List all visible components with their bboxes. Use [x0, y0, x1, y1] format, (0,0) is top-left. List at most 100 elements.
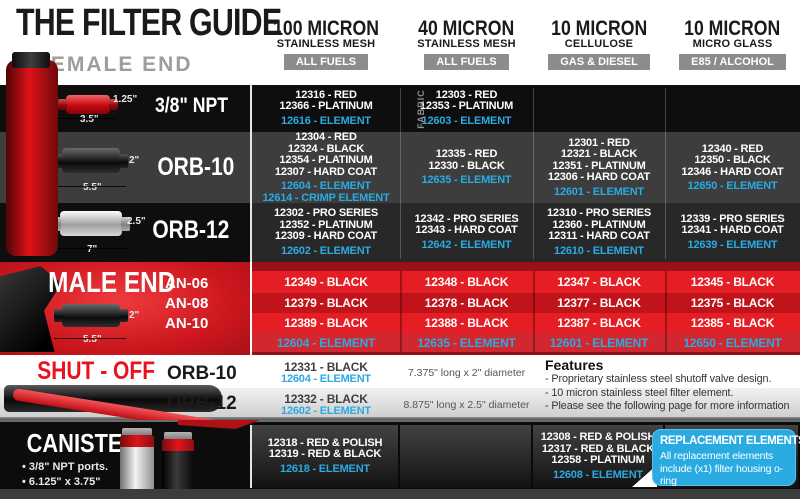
element-number: 12635 - ELEMENT	[417, 335, 516, 350]
element-number: 12603 - ELEMENT	[421, 114, 512, 127]
part-number: 12301 - RED	[568, 136, 630, 149]
dim-height: 2"	[129, 155, 140, 166]
row-label-orb12: ORB-12	[152, 216, 230, 244]
an-size-label: AN-10	[165, 315, 209, 332]
element-number: 12650 - ELEMENT	[683, 335, 782, 350]
dimension-note: 8.875" long x 2.5" diameter	[403, 399, 530, 411]
part-number: 12347 - BLACK	[557, 275, 641, 289]
label-column-divider	[250, 262, 252, 355]
female-end-label: FEMALE END	[36, 53, 193, 76]
orb10-filter-thumb	[62, 148, 120, 173]
part-cell: 12335 - RED 12330 - BLACK 12635 - ELEMEN…	[400, 132, 533, 204]
fuel-badge: E85 / ALCOHOL	[679, 54, 786, 70]
part-number: 12319 - RED & BLACK	[268, 448, 382, 461]
element-number: 12604 - ELEMENT	[281, 373, 371, 385]
part-number: 12343 - HARD COAT	[415, 224, 518, 237]
part-number: 12354 - PLATINUM	[279, 154, 373, 166]
an-size-label: AN-08	[165, 295, 209, 312]
canister-spec: • 6.125" x 3.75"	[22, 476, 101, 488]
shutoff-label: SHUT - OFF	[37, 357, 156, 385]
micron-label: 100 MICRON	[273, 17, 379, 40]
part-number: 12324 - BLACK	[287, 142, 365, 155]
part-number: 12332 - BLACK	[284, 392, 368, 406]
element-number: 12618 - ELEMENT	[280, 462, 370, 475]
male-end-label: MALE END	[48, 267, 176, 299]
replacement-elements-title: REPLACEMENT ELEMENTS	[660, 435, 800, 447]
column-divider	[665, 271, 667, 352]
dim-height: 1.25"	[113, 94, 138, 105]
part-cell: 12302 - PRO SERIES 12352 - PLATINUM 1230…	[252, 203, 400, 262]
dim-length: 7"	[87, 244, 98, 255]
fuel-badge: ALL FUELS	[424, 54, 509, 70]
dim-length: 5.5"	[83, 334, 102, 345]
row-label-npt: 3/8" NPT	[154, 94, 229, 117]
part-cell: 12342 - PRO SERIES 12343 - HARD COAT 126…	[400, 203, 533, 262]
element-number: 12601 - ELEMENT	[549, 335, 649, 350]
part-number: 12306 - HARD COAT	[547, 171, 651, 184]
element-number: 12602 - ELEMENT	[281, 405, 371, 417]
bottom-strip	[0, 489, 800, 499]
male-filter-thumb	[62, 304, 120, 327]
part-cell: 12318 - RED & POLISH 12319 - RED & BLACK…	[252, 425, 400, 488]
section-divider	[0, 417, 800, 420]
orb12-part-row: 12302 - PRO SERIES 12352 - PLATINUM 1230…	[252, 203, 800, 262]
part-number: 12377 - BLACK	[557, 296, 641, 310]
part-cell: 12310 - PRO SERIES 12360 - PLATINUM 1231…	[533, 203, 665, 262]
element-number: 12608 - ELEMENT	[553, 468, 643, 481]
fuel-badge: ALL FUELS	[283, 54, 369, 70]
male-element-row: 12604 - ELEMENT 12635 - ELEMENT 12601 - …	[252, 333, 800, 352]
part-number: 12387 - BLACK	[557, 316, 641, 330]
part-number: 12304 - RED	[295, 131, 357, 143]
part-number: 12358 - PLATINUM	[551, 454, 645, 466]
column-header-100-micron: 100 MICRON STAINLESS MESH ALL FUELS	[252, 18, 400, 70]
part-number: 12375 - BLACK	[690, 296, 775, 310]
male-end-section: MALE END AN-06 AN-08 AN-10 2" 5.5" 12349…	[0, 262, 800, 355]
part-cell-empty	[533, 85, 665, 132]
fabric-tag: FABRIC	[415, 88, 426, 129]
part-number: 12379 - BLACK	[284, 296, 368, 310]
orb10-row-band	[0, 132, 800, 203]
part-number: 12350 - BLACK	[694, 154, 771, 166]
part-number: 12378 - BLACK	[424, 296, 509, 310]
element-number: 12639 - ELEMENT	[687, 238, 778, 251]
section-divider	[0, 420, 800, 422]
dimension-note: 7.375" long x 2" diameter	[407, 367, 526, 379]
red-filter-photo	[6, 52, 58, 256]
part-cell-empty	[665, 85, 800, 132]
part-number: 12341 - HARD COAT	[681, 224, 784, 237]
part-number: 12353 - PLATINUM	[419, 100, 514, 113]
column-divider	[533, 88, 534, 259]
part-number: 12351 - PLATINUM	[552, 159, 646, 172]
part-number: 12388 - BLACK	[424, 316, 509, 330]
part-cell: 12340 - RED 12350 - BLACK 12346 - HARD C…	[665, 132, 800, 204]
orb12-filter-thumb	[60, 211, 122, 236]
an08-part-row: 12379 - BLACK 12378 - BLACK 12377 - BLAC…	[252, 293, 800, 313]
part-number: 12346 - HARD COAT	[681, 165, 784, 178]
column-header-10-micron-cellulose: 10 MICRON CELLULOSE GAS & DIESEL	[533, 18, 665, 70]
part-number: 12321 - BLACK	[560, 148, 638, 161]
row-label-orb10: ORB-10	[157, 153, 235, 181]
an06-part-row: 12349 - BLACK 12348 - BLACK 12347 - BLAC…	[252, 271, 800, 293]
orb12-row-panel	[252, 203, 800, 262]
element-number: 12604 - ELEMENT	[276, 335, 376, 350]
part-number: 12339 - PRO SERIES	[680, 212, 785, 225]
element-number: 12602 - ELEMENT	[281, 244, 371, 257]
column-divider	[533, 271, 535, 352]
dim-line	[58, 118, 116, 119]
part-number: 12345 - BLACK	[690, 275, 775, 289]
row-label-orb12: ORB-12	[167, 393, 237, 414]
media-label: CELLULOSE	[564, 38, 634, 50]
element-number: 12610 - ELEMENT	[554, 244, 644, 257]
an-size-label: AN-06	[165, 275, 209, 292]
feature-item: - Proprietary stainless steel shutoff va…	[545, 373, 772, 385]
micron-label: 10 MICRON	[550, 17, 648, 40]
shutoff-lever-tip	[178, 420, 260, 429]
part-number: 12309 - HARD COAT	[274, 230, 378, 242]
dim-length: 5.5"	[83, 182, 102, 193]
element-number: 12650 - ELEMENT	[687, 180, 778, 192]
part-number: 12389 - BLACK	[284, 316, 368, 330]
column-headers: 100 MICRON STAINLESS MESH ALL FUELS 40 M…	[252, 18, 800, 70]
page-title-text: THE FILTER GUIDE	[16, 2, 282, 44]
dim-line	[52, 248, 130, 249]
